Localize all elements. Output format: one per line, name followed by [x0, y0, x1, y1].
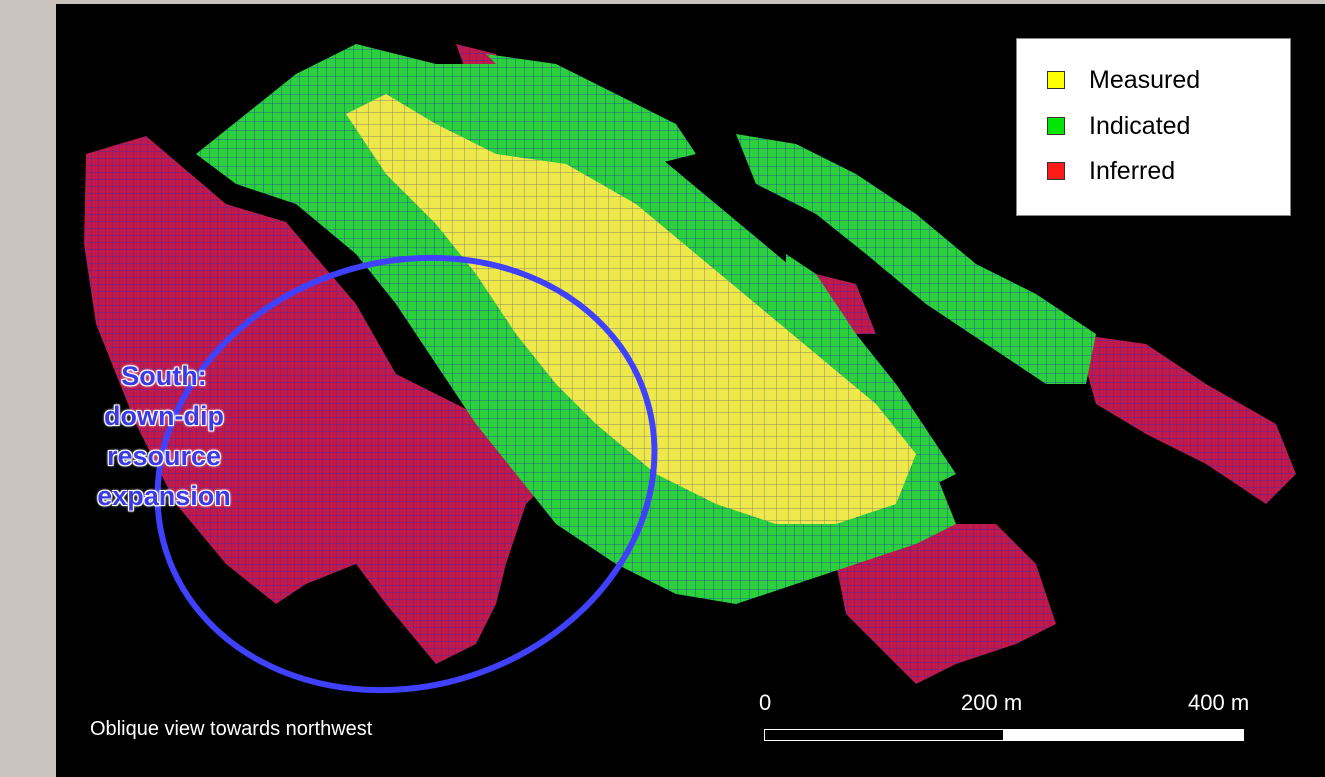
south-highlight-ellipse	[154, 254, 658, 694]
scale-bar-fill	[1003, 730, 1243, 740]
annotation-line: down-dip	[104, 401, 224, 431]
annotation-line: resource	[106, 441, 222, 471]
model-viewport: Measured Indicated Inferred South: down-…	[56, 4, 1325, 777]
measured-core	[346, 94, 916, 524]
annotation-line: expansion	[97, 481, 231, 511]
legend-label-measured: Measured	[1089, 65, 1201, 94]
scale-label-400: 400 m	[1188, 690, 1250, 715]
south-annotation: South: down-dip resource expansion	[56, 356, 272, 516]
indicated-swatch-icon	[1047, 117, 1065, 135]
scale-label-200: 200 m	[961, 690, 1023, 715]
legend-item-measured: Measured	[1047, 63, 1200, 97]
inferred-mid-strip	[816, 274, 876, 334]
view-caption: Oblique view towards northwest	[90, 718, 373, 740]
legend-item-inferred: Inferred	[1047, 154, 1175, 188]
inferred-east-tail	[1076, 334, 1296, 504]
indicated-east-limb	[736, 134, 1096, 384]
indicated-upper-strip	[486, 54, 696, 164]
resource-block-model	[84, 44, 1296, 694]
inferred-lower-lobe	[836, 524, 1056, 684]
legend-item-indicated: Indicated	[1047, 109, 1190, 143]
measured-zones	[346, 94, 916, 524]
inferred-swatch-icon	[1047, 162, 1065, 180]
annotation-line: South:	[121, 361, 207, 391]
legend: Measured Indicated Inferred	[1016, 38, 1291, 216]
legend-label-indicated: Indicated	[1089, 111, 1191, 140]
measured-swatch-icon	[1047, 71, 1065, 89]
scale-bar	[764, 729, 1244, 741]
inferred-south-block	[84, 136, 556, 664]
scale-label-0: 0	[759, 690, 772, 715]
legend-label-inferred: Inferred	[1089, 156, 1176, 185]
indicated-inner-strip	[786, 254, 956, 484]
